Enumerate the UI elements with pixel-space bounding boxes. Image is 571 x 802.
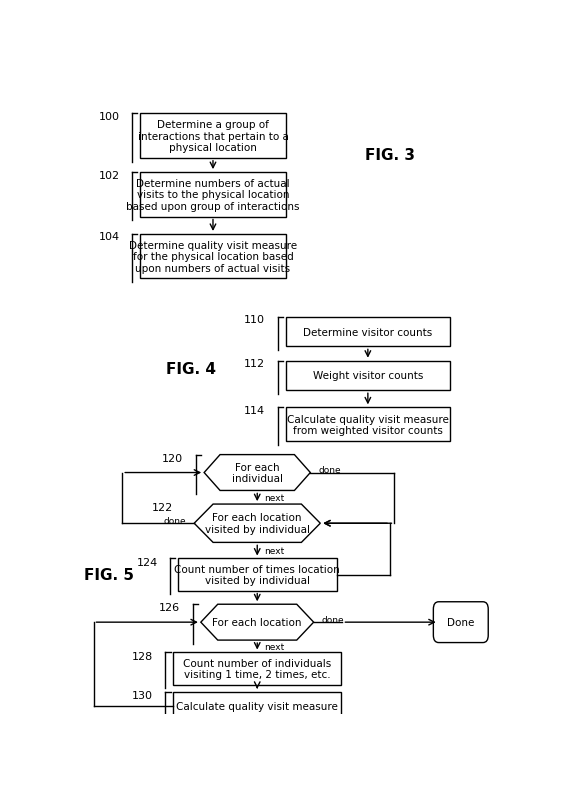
Text: 126: 126: [158, 602, 179, 613]
Text: 128: 128: [132, 650, 153, 661]
FancyBboxPatch shape: [173, 653, 341, 685]
Polygon shape: [204, 455, 311, 491]
Text: 112: 112: [244, 358, 265, 369]
Text: Determine numbers of actual
visits to the physical location
based upon group of : Determine numbers of actual visits to th…: [126, 179, 300, 212]
Text: 114: 114: [244, 405, 265, 415]
Text: done: done: [163, 516, 186, 525]
Text: For each
individual: For each individual: [232, 462, 283, 484]
Text: Determine quality visit measure
for the physical location based
upon numbers of : Determine quality visit measure for the …: [129, 241, 297, 273]
Text: Calculate quality visit measure
from weighted visitor counts: Calculate quality visit measure from wei…: [287, 414, 449, 435]
Text: 120: 120: [162, 453, 183, 464]
Text: next: next: [264, 546, 284, 555]
Polygon shape: [194, 504, 320, 543]
Text: next: next: [264, 493, 284, 502]
FancyBboxPatch shape: [140, 234, 286, 279]
FancyBboxPatch shape: [178, 559, 337, 591]
FancyBboxPatch shape: [286, 361, 450, 391]
Text: done: done: [321, 615, 344, 624]
Text: Calculate quality visit measure: Calculate quality visit measure: [176, 701, 338, 711]
Text: Done: Done: [447, 618, 475, 627]
Text: 110: 110: [244, 315, 265, 325]
Text: Weight visitor counts: Weight visitor counts: [313, 371, 423, 381]
Text: FIG. 3: FIG. 3: [365, 148, 415, 162]
Text: FIG. 4: FIG. 4: [166, 362, 216, 377]
Text: Count number of times location
visited by individual: Count number of times location visited b…: [174, 564, 340, 585]
Text: 122: 122: [152, 503, 173, 512]
FancyBboxPatch shape: [286, 318, 450, 347]
FancyBboxPatch shape: [140, 114, 286, 159]
Polygon shape: [201, 605, 313, 640]
Text: 102: 102: [99, 170, 120, 180]
FancyBboxPatch shape: [140, 172, 286, 217]
Text: Determine visitor counts: Determine visitor counts: [303, 327, 432, 337]
Text: 124: 124: [136, 557, 158, 567]
Text: 130: 130: [132, 690, 153, 700]
FancyBboxPatch shape: [433, 602, 488, 642]
FancyBboxPatch shape: [173, 692, 341, 719]
Text: 100: 100: [99, 111, 120, 122]
Text: FIG. 5: FIG. 5: [84, 567, 134, 582]
FancyBboxPatch shape: [286, 407, 450, 442]
Text: next: next: [264, 642, 284, 651]
Text: For each location
visited by individual: For each location visited by individual: [205, 512, 309, 534]
Text: For each location: For each location: [212, 618, 302, 627]
Text: Count number of individuals
visiting 1 time, 2 times, etc.: Count number of individuals visiting 1 t…: [183, 658, 331, 679]
Text: done: done: [318, 465, 341, 474]
Text: 104: 104: [99, 232, 120, 242]
Text: Determine a group of
interactions that pertain to a
physical location: Determine a group of interactions that p…: [138, 119, 288, 153]
